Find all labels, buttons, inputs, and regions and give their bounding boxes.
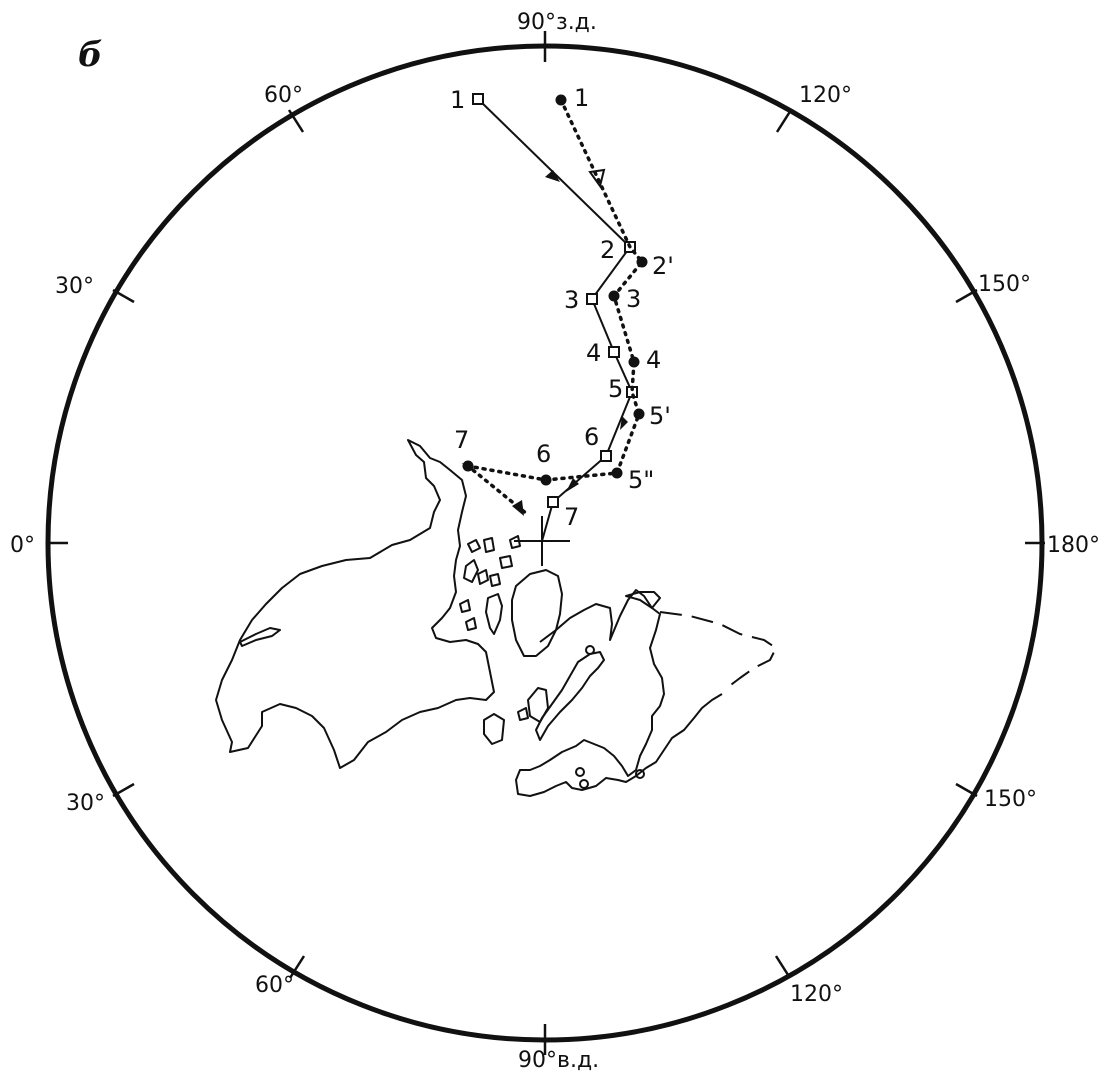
- dotted-point-1: [555, 94, 567, 106]
- island-dot-b: [579, 779, 589, 789]
- dotted-point-2prime: [636, 256, 648, 268]
- label-90w: 90°з.д.: [517, 10, 597, 35]
- island-small-g: [499, 555, 513, 569]
- coastline-dashed-east: [659, 611, 777, 691]
- island-small-i: [489, 573, 501, 587]
- dotted-label-5prime: 5': [649, 402, 671, 430]
- island-small-d: [467, 539, 481, 553]
- dotted-point-6: [540, 474, 552, 486]
- dotted-label-6: 6: [536, 440, 551, 468]
- label-0: 0°: [10, 533, 35, 558]
- solid-path-arrow-1: [545, 170, 560, 182]
- label-120-upper: 120°: [799, 83, 852, 108]
- island-large-east: [511, 569, 563, 657]
- island-small-k: [465, 617, 477, 631]
- dotted-point-5dprime: [611, 467, 623, 479]
- dotted-point-3: [608, 290, 620, 302]
- island-small-h: [477, 569, 489, 585]
- dotted-pole-path: 1 2' 3 4 5' 5" 6 7: [454, 84, 674, 516]
- tick-150-lower: [955, 782, 978, 798]
- tick-30-upper: [112, 288, 135, 304]
- dotted-path-line: [466, 98, 645, 516]
- solid-point-7: [547, 496, 559, 508]
- solid-label-4: 4: [586, 339, 601, 367]
- label-150-upper: 150°: [978, 272, 1031, 297]
- dotted-label-4: 4: [646, 346, 661, 374]
- panel-label: б: [78, 35, 103, 75]
- solid-label-1: 1: [450, 86, 465, 114]
- solid-label-2: 2: [600, 236, 615, 264]
- solid-label-5: 5: [608, 375, 623, 403]
- tick-60-upper: [287, 109, 305, 133]
- label-90e: 90°в.д.: [518, 1048, 599, 1073]
- solid-path-arrow-3: [566, 478, 579, 492]
- tick-30-lower: [112, 782, 135, 798]
- island-small-f: [509, 535, 521, 549]
- label-30-upper: 30°: [55, 274, 94, 299]
- island-small-c: [463, 559, 479, 583]
- solid-point-4: [608, 346, 620, 358]
- island-dot-a: [575, 767, 585, 777]
- solid-path-arrow-2: [620, 416, 628, 430]
- island-dot-c: [585, 645, 595, 655]
- label-150-lower: 150°: [984, 787, 1037, 812]
- dotted-label-5dprime: 5": [628, 466, 654, 494]
- coastline-inlet: [239, 627, 281, 647]
- dotted-point-4: [628, 356, 640, 368]
- coastline-north-america-east: [515, 589, 723, 797]
- island-mid: [527, 687, 549, 723]
- island-small-l: [517, 707, 529, 721]
- label-60-lower: 60°: [255, 973, 294, 998]
- dotted-point-5prime: [633, 408, 645, 420]
- solid-point-3: [586, 293, 598, 305]
- tick-120-upper: [775, 109, 793, 133]
- dotted-label-2prime: 2': [652, 252, 674, 280]
- solid-label-6: 6: [584, 423, 599, 451]
- dotted-path-arrow-2: [512, 500, 524, 516]
- dotted-label-3: 3: [626, 285, 641, 313]
- longitude-ticks: [48, 31, 1045, 1055]
- dotted-path-arrow-1: [588, 168, 606, 189]
- tick-60-lower: [288, 955, 306, 979]
- map-frame-circle: [45, 43, 1045, 1043]
- dotted-label-7: 7: [454, 426, 469, 454]
- label-30-lower: 30°: [66, 791, 105, 816]
- solid-point-1: [472, 93, 484, 105]
- solid-label-3: 3: [564, 286, 579, 314]
- tick-120-lower: [774, 955, 792, 979]
- tick-150-upper: [955, 288, 978, 304]
- solid-path-line: [477, 98, 634, 542]
- dotted-point-7: [462, 460, 474, 472]
- solid-pole-path: 1 2 3 4 5 6 7: [450, 86, 638, 542]
- island-small-j: [459, 599, 471, 613]
- label-120-lower: 120°: [790, 982, 843, 1007]
- label-180: 180°: [1047, 533, 1100, 558]
- island-small-e: [483, 537, 495, 553]
- dotted-label-1: 1: [574, 84, 589, 112]
- island-dot-d: [635, 769, 645, 779]
- island-small-b: [485, 593, 503, 635]
- label-60-upper: 60°: [264, 83, 303, 108]
- longitude-labels: 90°з.д. 90°в.д. 0° 180° 60° 30° 30° 60° …: [10, 10, 1100, 1073]
- coastline-north-america-west: [215, 439, 495, 769]
- solid-label-7: 7: [564, 503, 579, 531]
- solid-point-6: [600, 450, 612, 462]
- island-small-a: [483, 713, 505, 745]
- coastlines: [215, 439, 777, 797]
